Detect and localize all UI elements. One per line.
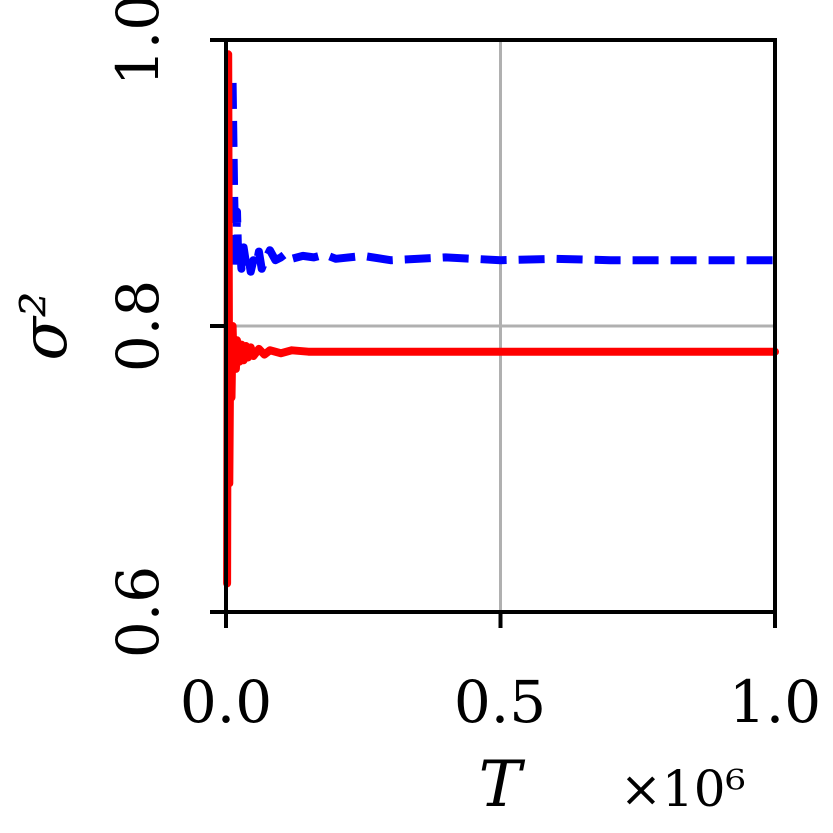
x-axis-label: T (479, 748, 526, 822)
x-offset-label: ×10⁶ (620, 760, 746, 818)
series-layer (223, 50, 779, 588)
y-tick-label-2: 1.0 (104, 0, 172, 86)
x-tick-label-2: 1.0 (729, 668, 821, 736)
series-line-0 (228, 82, 775, 276)
series-line-1 (223, 50, 779, 588)
x-tick-label-0: 0.0 (180, 668, 272, 736)
tick-layer (210, 38, 777, 628)
x-tick-label-1: 0.5 (454, 668, 546, 736)
y-tick-label-0: 0.6 (104, 566, 172, 658)
y-axis-label: σ² (8, 291, 82, 360)
y-tick-label-1: 0.8 (104, 280, 172, 372)
grid-layer (224, 38, 777, 614)
